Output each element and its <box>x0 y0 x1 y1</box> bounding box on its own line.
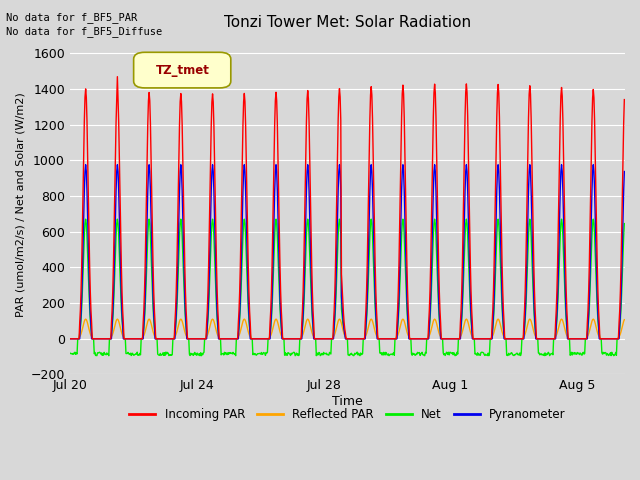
Text: TZ_tmet: TZ_tmet <box>156 64 209 77</box>
Text: No data for f_BF5_Diffuse: No data for f_BF5_Diffuse <box>6 26 163 37</box>
Legend: Incoming PAR, Reflected PAR, Net, Pyranometer: Incoming PAR, Reflected PAR, Net, Pyrano… <box>124 404 570 426</box>
FancyBboxPatch shape <box>134 52 231 88</box>
Y-axis label: PAR (umol/m2/s) / Net and Solar (W/m2): PAR (umol/m2/s) / Net and Solar (W/m2) <box>15 93 25 317</box>
Text: No data for f_BF5_PAR: No data for f_BF5_PAR <box>6 12 138 23</box>
Title: Tonzi Tower Met: Solar Radiation: Tonzi Tower Met: Solar Radiation <box>224 15 471 30</box>
X-axis label: Time: Time <box>332 395 363 408</box>
